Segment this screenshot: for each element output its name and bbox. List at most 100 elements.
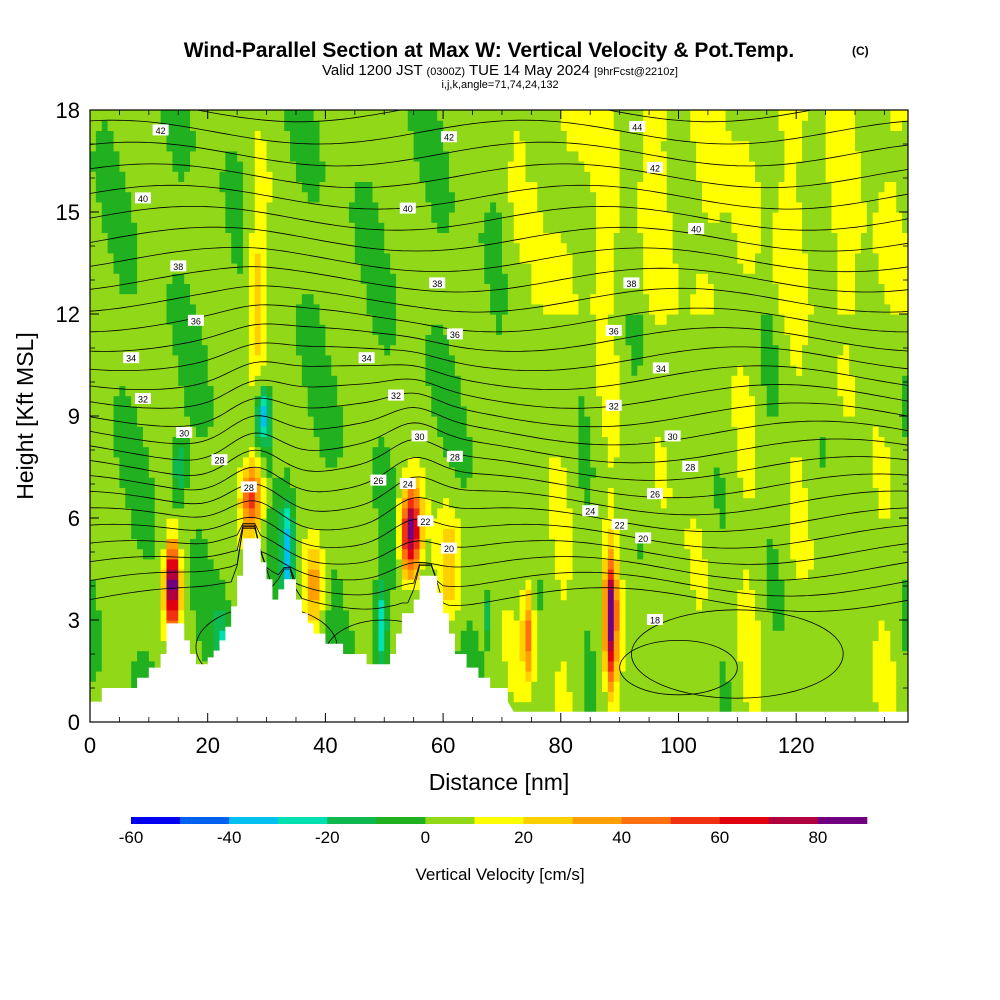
velocity-cell bbox=[254, 263, 262, 274]
velocity-cell bbox=[366, 507, 374, 519]
velocity-cell bbox=[219, 212, 226, 223]
velocity-cell bbox=[131, 620, 138, 631]
velocity-cell bbox=[307, 344, 315, 356]
velocity-cell bbox=[219, 507, 226, 519]
velocity-cell bbox=[343, 385, 350, 397]
velocity-cell bbox=[378, 212, 385, 223]
velocity-cell bbox=[401, 334, 409, 346]
velocity-cell bbox=[184, 477, 191, 488]
velocity-cell bbox=[272, 385, 279, 397]
velocity-cell bbox=[560, 324, 568, 335]
velocity-cell bbox=[566, 283, 574, 295]
velocity-cell bbox=[266, 242, 274, 254]
velocity-cell bbox=[360, 283, 368, 295]
velocity-cell bbox=[354, 630, 362, 641]
velocity-cell bbox=[237, 110, 244, 121]
velocity-cell bbox=[272, 344, 279, 356]
velocity-cell bbox=[501, 140, 509, 152]
velocity-cell bbox=[213, 232, 221, 244]
velocity-cell bbox=[460, 120, 468, 131]
velocity-cell bbox=[119, 609, 126, 621]
velocity-cell bbox=[543, 528, 550, 539]
velocity-cell bbox=[331, 456, 338, 468]
velocity-cell bbox=[231, 212, 238, 223]
velocity-cell bbox=[431, 161, 438, 172]
velocity-cell bbox=[243, 120, 250, 131]
velocity-cell bbox=[137, 456, 144, 468]
velocity-cell bbox=[525, 385, 532, 397]
velocity-cell bbox=[142, 497, 150, 509]
velocity-cell bbox=[266, 344, 274, 356]
velocity-cell bbox=[396, 467, 403, 478]
velocity-cell bbox=[213, 130, 221, 142]
velocity-cell bbox=[507, 671, 515, 682]
velocity-cell bbox=[137, 354, 144, 366]
velocity-cell bbox=[142, 150, 150, 162]
velocity-cell bbox=[207, 161, 215, 172]
velocity-cell bbox=[384, 467, 391, 478]
velocity-cell bbox=[160, 569, 168, 580]
velocity-cell bbox=[431, 201, 438, 213]
velocity-cell bbox=[107, 538, 115, 550]
velocity-cell bbox=[160, 620, 168, 631]
velocity-cell bbox=[537, 426, 544, 437]
velocity-cell bbox=[295, 171, 303, 182]
velocity-cell bbox=[225, 334, 232, 346]
velocity-cell bbox=[290, 436, 297, 448]
velocity-cell bbox=[113, 569, 121, 580]
velocity-cell bbox=[549, 640, 556, 652]
velocity-cell bbox=[419, 130, 427, 142]
velocity-cell bbox=[219, 365, 226, 376]
velocity-cell bbox=[354, 334, 362, 346]
velocity-cell bbox=[119, 293, 126, 305]
velocity-cell bbox=[172, 569, 179, 580]
velocity-cell bbox=[378, 334, 385, 346]
velocity-cell bbox=[448, 273, 456, 284]
velocity-cell bbox=[266, 283, 274, 295]
velocity-cell bbox=[195, 273, 203, 284]
velocity-cell bbox=[331, 110, 338, 121]
velocity-cell bbox=[225, 538, 232, 550]
velocity-cell bbox=[519, 150, 527, 162]
velocity-cell bbox=[496, 375, 503, 386]
velocity-cell bbox=[554, 344, 562, 356]
velocity-cell bbox=[348, 507, 356, 519]
velocity-cell bbox=[437, 477, 444, 488]
velocity-cell bbox=[148, 365, 156, 376]
velocity-cell bbox=[295, 538, 303, 550]
velocity-cell bbox=[478, 467, 485, 478]
velocity-cell bbox=[284, 171, 291, 182]
velocity-cell bbox=[443, 324, 450, 335]
velocity-cell bbox=[448, 426, 456, 437]
velocity-cell bbox=[266, 467, 274, 478]
velocity-cell bbox=[384, 548, 391, 560]
velocity-cell bbox=[566, 252, 574, 264]
velocity-cell bbox=[254, 385, 262, 397]
velocity-cell bbox=[448, 518, 456, 529]
velocity-cell bbox=[554, 181, 562, 193]
velocity-cell bbox=[172, 303, 179, 315]
velocity-cell bbox=[337, 599, 344, 611]
velocity-cell bbox=[301, 446, 309, 458]
velocity-cell bbox=[378, 252, 385, 264]
velocity-cell bbox=[148, 569, 156, 580]
velocity-cell bbox=[537, 140, 544, 152]
velocity-cell bbox=[396, 365, 403, 376]
velocity-cell bbox=[560, 212, 568, 223]
velocity-cell bbox=[131, 130, 138, 142]
velocity-cell bbox=[572, 263, 580, 274]
velocity-cell bbox=[460, 283, 468, 295]
velocity-cell bbox=[178, 212, 185, 223]
velocity-cell bbox=[331, 620, 338, 631]
velocity-cell bbox=[172, 161, 179, 172]
velocity-cell bbox=[560, 232, 568, 244]
velocity-cell bbox=[360, 344, 368, 356]
velocity-cell bbox=[384, 518, 391, 529]
velocity-cell bbox=[390, 232, 397, 244]
velocity-cell bbox=[313, 222, 321, 233]
velocity-cell bbox=[184, 446, 191, 458]
velocity-cell bbox=[272, 232, 279, 244]
velocity-cell bbox=[507, 150, 515, 162]
velocity-cell bbox=[195, 405, 203, 417]
